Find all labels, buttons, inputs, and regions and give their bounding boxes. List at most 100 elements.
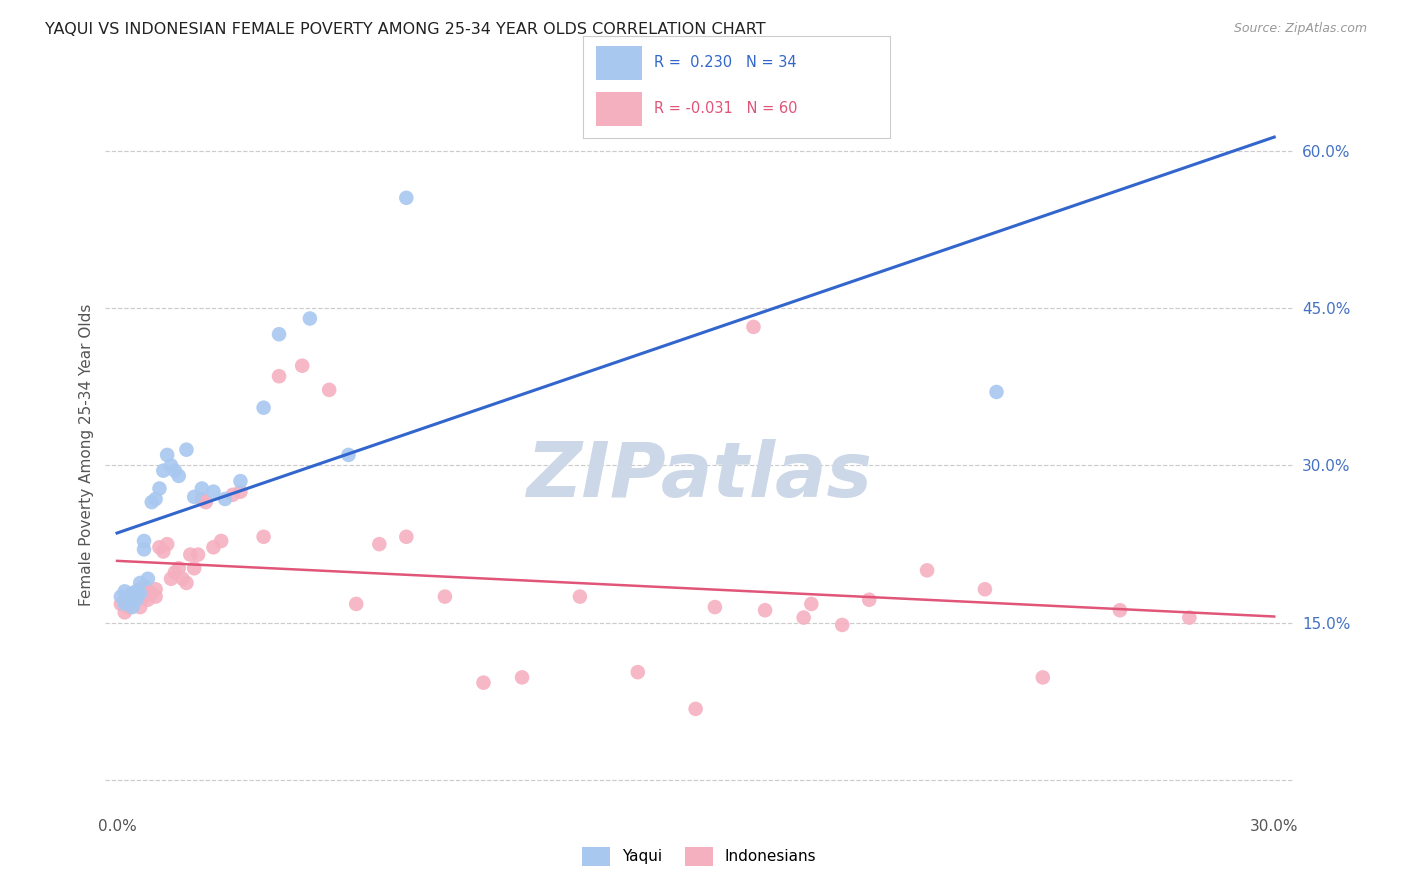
Point — [152, 464, 174, 478]
Point — [156, 448, 179, 462]
Point — [136, 584, 159, 599]
Point — [132, 542, 155, 557]
Point — [229, 474, 252, 488]
Point — [703, 600, 725, 615]
Point — [129, 586, 152, 600]
Point — [568, 590, 591, 604]
Point — [344, 597, 367, 611]
Point — [132, 590, 155, 604]
Point — [110, 590, 132, 604]
Point — [337, 448, 360, 462]
Point — [395, 191, 418, 205]
Point — [1032, 670, 1054, 684]
Point — [831, 618, 853, 632]
Point — [318, 383, 340, 397]
Point — [252, 530, 274, 544]
Point — [915, 563, 938, 577]
Point — [129, 600, 152, 615]
Point — [974, 582, 997, 597]
Text: ZIPatlas: ZIPatlas — [526, 440, 873, 513]
Point — [148, 482, 170, 496]
Point — [685, 702, 707, 716]
Legend: Yaqui, Indonesians: Yaqui, Indonesians — [576, 841, 823, 871]
Point — [167, 469, 190, 483]
Point — [136, 572, 159, 586]
Point — [800, 597, 823, 611]
Point — [148, 541, 170, 555]
Text: Source: ZipAtlas.com: Source: ZipAtlas.com — [1233, 22, 1367, 36]
Point — [510, 670, 533, 684]
Point — [152, 544, 174, 558]
Point — [194, 495, 217, 509]
Point — [141, 586, 163, 600]
Text: YAQUI VS INDONESIAN FEMALE POVERTY AMONG 25-34 YEAR OLDS CORRELATION CHART: YAQUI VS INDONESIAN FEMALE POVERTY AMONG… — [45, 22, 766, 37]
Point — [167, 561, 190, 575]
Point — [183, 490, 205, 504]
Text: R = -0.031   N = 60: R = -0.031 N = 60 — [654, 101, 797, 116]
Point — [172, 572, 194, 586]
Point — [110, 597, 132, 611]
Y-axis label: Female Poverty Among 25-34 Year Olds: Female Poverty Among 25-34 Year Olds — [79, 304, 94, 606]
Point — [267, 369, 290, 384]
Point — [160, 458, 183, 473]
Point — [395, 530, 418, 544]
Point — [793, 610, 815, 624]
Point — [472, 675, 495, 690]
Point — [156, 537, 179, 551]
Point — [187, 548, 209, 562]
Point — [291, 359, 314, 373]
Point — [129, 582, 152, 597]
Point — [125, 592, 148, 607]
Point — [121, 586, 143, 600]
Point — [1109, 603, 1132, 617]
Point — [298, 311, 321, 326]
Point — [132, 533, 155, 548]
Point — [368, 537, 391, 551]
Point — [125, 592, 148, 607]
Point — [222, 488, 245, 502]
Point — [129, 576, 152, 591]
Point — [1178, 610, 1201, 624]
Bar — [596, 45, 641, 79]
Point — [202, 541, 225, 555]
Point — [117, 590, 139, 604]
Point — [132, 579, 155, 593]
Point — [176, 442, 198, 457]
Point — [114, 605, 136, 619]
Point — [114, 584, 136, 599]
Point — [214, 491, 236, 506]
Point — [114, 592, 136, 607]
Text: R =  0.230   N = 34: R = 0.230 N = 34 — [654, 54, 797, 70]
Point — [742, 319, 765, 334]
Point — [114, 597, 136, 611]
Point — [125, 584, 148, 599]
Point — [191, 482, 214, 496]
Point — [121, 600, 143, 615]
Point — [183, 561, 205, 575]
Point — [117, 595, 139, 609]
Point — [252, 401, 274, 415]
Point — [141, 495, 163, 509]
Point — [117, 595, 139, 609]
Point — [858, 592, 880, 607]
Point — [209, 533, 232, 548]
Point — [145, 590, 167, 604]
Point — [191, 491, 214, 506]
Point — [121, 586, 143, 600]
Point — [160, 572, 183, 586]
Point — [145, 582, 167, 597]
Point — [433, 590, 456, 604]
Point — [176, 576, 198, 591]
Point — [136, 592, 159, 607]
Point — [754, 603, 776, 617]
Point — [229, 484, 252, 499]
Bar — [596, 92, 641, 126]
Point — [986, 384, 1008, 399]
Point — [627, 665, 650, 680]
Point — [267, 327, 290, 342]
Point — [179, 548, 201, 562]
Point — [121, 597, 143, 611]
Point — [202, 484, 225, 499]
Point — [125, 586, 148, 600]
Point — [163, 464, 186, 478]
